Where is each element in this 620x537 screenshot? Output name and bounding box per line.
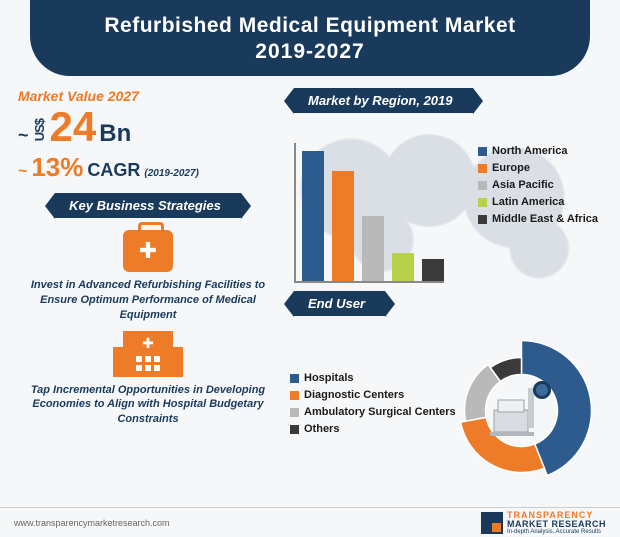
right-column: Market by Region, 2019 North America Euro… [288, 88, 602, 484]
title-line1: Refurbished Medical Equipment Market [30, 14, 590, 38]
legend-swatch [478, 181, 487, 190]
legend-label: Asia Pacific [492, 179, 554, 191]
enduser-chart-area: Hospitals Diagnostic Centers Ambulatory Su… [288, 334, 602, 484]
legend-row: North America [478, 145, 598, 157]
title-line2: 2019-2027 [30, 40, 590, 64]
legend-label: Ambulatory Surgical Centers [304, 406, 456, 418]
logo-text: TRANSPARENCY MARKET RESEARCH In-depth An… [507, 511, 606, 535]
legend-swatch [290, 408, 299, 417]
strategies-badge: Key Business Strategies [55, 193, 241, 218]
market-value-label: Market Value 2027 [18, 88, 278, 104]
legend-row: Diagnostic Centers [290, 389, 456, 401]
legend-label: Latin America [492, 196, 564, 208]
legend-label: North America [492, 145, 567, 157]
cagr-tilde: ~ [18, 163, 27, 181]
strategy-item: ✚ Tap Incremental Opportunities in Devel… [18, 331, 278, 428]
legend-label: Hospitals [304, 372, 354, 384]
logo-line2: MARKET RESEARCH [507, 520, 606, 529]
legend-row: Asia Pacific [478, 179, 598, 191]
legend-swatch [478, 215, 487, 224]
hospital-icon: ✚ [123, 331, 173, 377]
header-banner: Refurbished Medical Equipment Market 201… [30, 0, 590, 76]
legend-label: Middle East & Africa [492, 213, 598, 225]
legend-swatch [478, 147, 487, 156]
mv-currency: US$ [32, 119, 47, 141]
logo-line3: In-depth Analysis. Accurate Results [507, 529, 606, 535]
legend-row: Ambulatory Surgical Centers [290, 406, 456, 418]
legend-swatch [478, 198, 487, 207]
region-chart-area: North America Europe Asia Pacific Latin Ame… [288, 121, 602, 291]
content-area: Market Value 2027 ~ US$ 24 Bn ~ 13% CAGR… [0, 76, 620, 484]
strategy-text: Invest in Advanced Refurbishing Faciliti… [18, 278, 278, 323]
region-bar-chart [294, 143, 444, 283]
legend-row: Latin America [478, 196, 598, 208]
medkit-icon [123, 230, 173, 272]
legend-row: Others [290, 423, 456, 435]
region-badge: Market by Region, 2019 [294, 88, 473, 113]
legend-label: Others [304, 423, 339, 435]
footer: www.transparencymarketresearch.com TRANS… [0, 507, 620, 537]
medical-equipment-icon [488, 380, 556, 438]
mv-unit: Bn [99, 120, 131, 148]
region-legend: North America Europe Asia Pacific Latin Ame… [478, 145, 598, 230]
legend-swatch [290, 425, 299, 434]
market-value-row: ~ US$ 24 Bn [18, 106, 278, 148]
legend-label: Europe [492, 162, 530, 174]
legend-row: Middle East & Africa [478, 213, 598, 225]
enduser-donut [449, 338, 594, 483]
legend-swatch [290, 374, 299, 383]
region-bar [392, 253, 414, 281]
footer-logo: TRANSPARENCY MARKET RESEARCH In-depth An… [481, 511, 606, 535]
left-column: Market Value 2027 ~ US$ 24 Bn ~ 13% CAGR… [18, 88, 278, 484]
footer-url: www.transparencymarketresearch.com [14, 518, 170, 528]
cagr-label: CAGR [87, 160, 140, 181]
mv-number: 24 [50, 106, 97, 148]
mv-tilde: ~ [18, 125, 29, 146]
cagr-period: (2019-2027) [144, 168, 198, 179]
strategy-item: Invest in Advanced Refurbishing Faciliti… [18, 230, 278, 323]
legend-swatch [290, 391, 299, 400]
region-bar [302, 151, 324, 281]
region-bar [422, 259, 444, 281]
legend-swatch [478, 164, 487, 173]
legend-label: Diagnostic Centers [304, 389, 404, 401]
enduser-legend: Hospitals Diagnostic Centers Ambulatory Su… [290, 372, 456, 440]
cagr-row: ~ 13% CAGR (2019-2027) [18, 152, 278, 183]
cagr-value: 13% [31, 152, 83, 183]
legend-row: Europe [478, 162, 598, 174]
region-bar [362, 216, 384, 281]
logo-mark-icon [481, 512, 503, 534]
strategy-text: Tap Incremental Opportunities in Develop… [18, 383, 278, 428]
legend-row: Hospitals [290, 372, 456, 384]
enduser-badge: End User [294, 291, 385, 316]
region-bar [332, 171, 354, 281]
